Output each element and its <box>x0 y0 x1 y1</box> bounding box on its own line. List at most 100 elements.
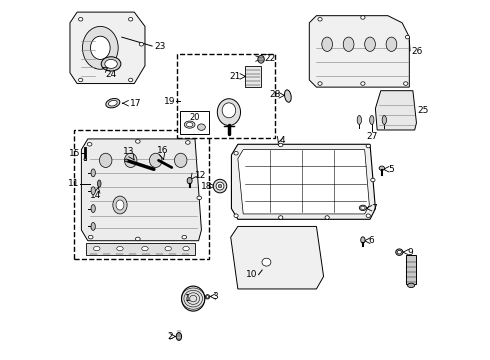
Ellipse shape <box>98 180 101 187</box>
Ellipse shape <box>318 82 322 85</box>
Ellipse shape <box>382 116 387 125</box>
Ellipse shape <box>101 57 121 71</box>
Text: 1: 1 <box>185 294 191 303</box>
Ellipse shape <box>386 37 397 51</box>
Ellipse shape <box>405 35 410 39</box>
Ellipse shape <box>216 182 224 190</box>
Ellipse shape <box>279 216 283 219</box>
Ellipse shape <box>183 247 189 251</box>
Ellipse shape <box>205 295 210 299</box>
Ellipse shape <box>91 187 96 195</box>
Ellipse shape <box>182 235 187 239</box>
Text: 10: 10 <box>246 270 258 279</box>
Polygon shape <box>309 16 409 87</box>
Ellipse shape <box>91 222 96 230</box>
Ellipse shape <box>404 82 408 85</box>
Ellipse shape <box>113 196 127 214</box>
Ellipse shape <box>128 78 133 82</box>
Ellipse shape <box>136 237 140 241</box>
Ellipse shape <box>197 124 205 130</box>
Ellipse shape <box>325 216 329 219</box>
Ellipse shape <box>182 286 205 311</box>
Ellipse shape <box>262 258 271 266</box>
Polygon shape <box>375 91 416 130</box>
Ellipse shape <box>213 179 227 193</box>
Ellipse shape <box>369 116 374 125</box>
Ellipse shape <box>174 153 187 167</box>
Text: 24: 24 <box>105 70 117 79</box>
Ellipse shape <box>366 144 370 148</box>
Ellipse shape <box>186 141 190 144</box>
Ellipse shape <box>91 169 96 177</box>
Ellipse shape <box>149 153 162 167</box>
Text: 22: 22 <box>265 54 276 63</box>
Text: 16: 16 <box>157 146 169 155</box>
Ellipse shape <box>379 166 385 170</box>
Text: 7: 7 <box>371 204 376 213</box>
Text: 6: 6 <box>368 236 374 245</box>
Ellipse shape <box>91 36 110 59</box>
Ellipse shape <box>165 247 172 251</box>
Ellipse shape <box>91 204 96 212</box>
Ellipse shape <box>142 247 148 251</box>
Ellipse shape <box>187 177 192 184</box>
Polygon shape <box>70 12 145 84</box>
Text: 21: 21 <box>229 72 241 81</box>
Ellipse shape <box>218 99 241 126</box>
Ellipse shape <box>318 18 322 21</box>
Ellipse shape <box>128 18 133 21</box>
Ellipse shape <box>136 140 140 143</box>
Ellipse shape <box>366 214 370 217</box>
Ellipse shape <box>197 196 201 200</box>
Ellipse shape <box>84 158 87 160</box>
Ellipse shape <box>117 247 123 251</box>
Text: 18: 18 <box>200 181 212 190</box>
Ellipse shape <box>116 200 124 210</box>
Ellipse shape <box>361 16 365 19</box>
Ellipse shape <box>359 205 367 211</box>
Text: 2: 2 <box>168 332 173 341</box>
Ellipse shape <box>343 37 354 51</box>
Ellipse shape <box>218 184 222 188</box>
Polygon shape <box>231 226 323 289</box>
Ellipse shape <box>87 143 92 146</box>
Text: 23: 23 <box>154 41 165 50</box>
Ellipse shape <box>106 99 120 108</box>
Polygon shape <box>231 144 375 219</box>
Ellipse shape <box>108 100 117 106</box>
Ellipse shape <box>94 247 100 251</box>
Ellipse shape <box>99 153 112 167</box>
Ellipse shape <box>234 152 238 155</box>
Ellipse shape <box>139 42 144 46</box>
Ellipse shape <box>105 59 117 68</box>
Text: 27: 27 <box>366 132 377 141</box>
Text: 15: 15 <box>69 149 80 158</box>
Text: 11: 11 <box>68 179 79 188</box>
Ellipse shape <box>371 178 375 182</box>
Text: 4: 4 <box>280 136 286 145</box>
Text: 14: 14 <box>90 192 101 201</box>
Text: 28: 28 <box>270 90 281 99</box>
Ellipse shape <box>222 103 236 118</box>
Ellipse shape <box>408 283 415 288</box>
Bar <box>245 66 261 87</box>
Ellipse shape <box>365 37 375 51</box>
Ellipse shape <box>357 116 362 125</box>
Ellipse shape <box>361 206 365 210</box>
Ellipse shape <box>396 249 403 255</box>
Ellipse shape <box>285 90 291 102</box>
Ellipse shape <box>78 78 83 82</box>
Text: 5: 5 <box>388 165 393 174</box>
Text: 3: 3 <box>212 292 218 301</box>
Text: 9: 9 <box>408 248 413 257</box>
Ellipse shape <box>206 296 209 298</box>
Text: 12: 12 <box>195 171 206 180</box>
Polygon shape <box>81 139 201 241</box>
Ellipse shape <box>279 143 283 147</box>
Text: 25: 25 <box>417 106 429 115</box>
Text: 26: 26 <box>411 47 422 56</box>
Ellipse shape <box>258 55 264 63</box>
Ellipse shape <box>322 37 333 51</box>
Ellipse shape <box>186 122 193 127</box>
Ellipse shape <box>397 250 401 254</box>
